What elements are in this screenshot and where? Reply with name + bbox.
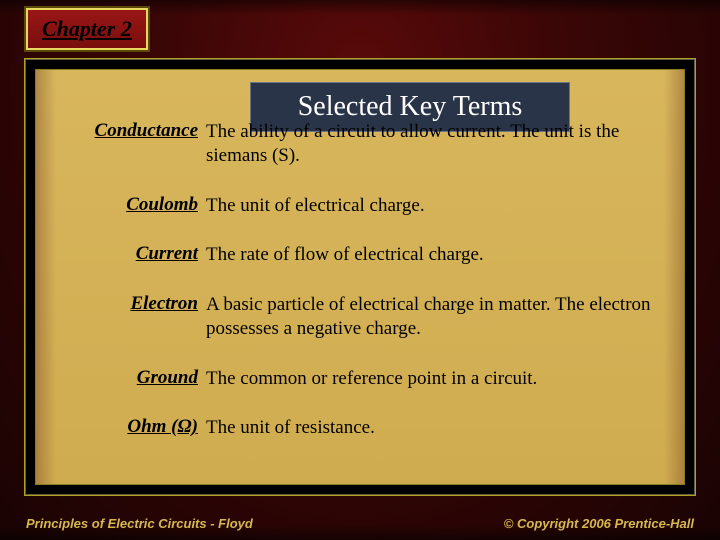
term-definition: A basic particle of electrical charge in… (206, 293, 670, 341)
footer-right: © Copyright 2006 Prentice-Hall (504, 516, 694, 531)
terms-list: Conductance The ability of a circuit to … (60, 120, 670, 466)
chapter-label: Chapter 2 (42, 16, 132, 41)
term-definition: The ability of a circuit to allow curren… (206, 120, 670, 168)
slide-title: Selected Key Terms (298, 91, 523, 122)
term-definition: The unit of electrical charge. (206, 194, 670, 218)
term-definition: The unit of resistance. (206, 416, 670, 440)
footer-left: Principles of Electric Circuits - Floyd (26, 516, 253, 531)
term-row: Coulomb The unit of electrical charge. (60, 194, 670, 218)
content-inner-frame: Selected Key Terms Conductance The abili… (35, 69, 685, 485)
footer: Principles of Electric Circuits - Floyd … (0, 516, 720, 531)
term-label: Coulomb (60, 194, 206, 216)
term-label: Electron (60, 293, 206, 315)
term-label: Conductance (60, 120, 206, 142)
term-row: Ohm (Ω) The unit of resistance. (60, 416, 670, 440)
term-row: Ground The common or reference point in … (60, 367, 670, 391)
slide: Chapter 2 Selected Key Terms Conductance… (0, 0, 720, 540)
term-row: Conductance The ability of a circuit to … (60, 120, 670, 168)
term-label: Ohm (Ω) (60, 416, 206, 438)
term-label: Ground (60, 367, 206, 389)
term-row: Current The rate of flow of electrical c… (60, 243, 670, 267)
term-definition: The common or reference point in a circu… (206, 367, 670, 391)
term-row: Electron A basic particle of electrical … (60, 293, 670, 341)
term-label: Current (60, 243, 206, 265)
content-outer-frame: Selected Key Terms Conductance The abili… (24, 58, 696, 496)
term-definition: The rate of flow of electrical charge. (206, 243, 670, 267)
chapter-badge: Chapter 2 (26, 8, 148, 50)
